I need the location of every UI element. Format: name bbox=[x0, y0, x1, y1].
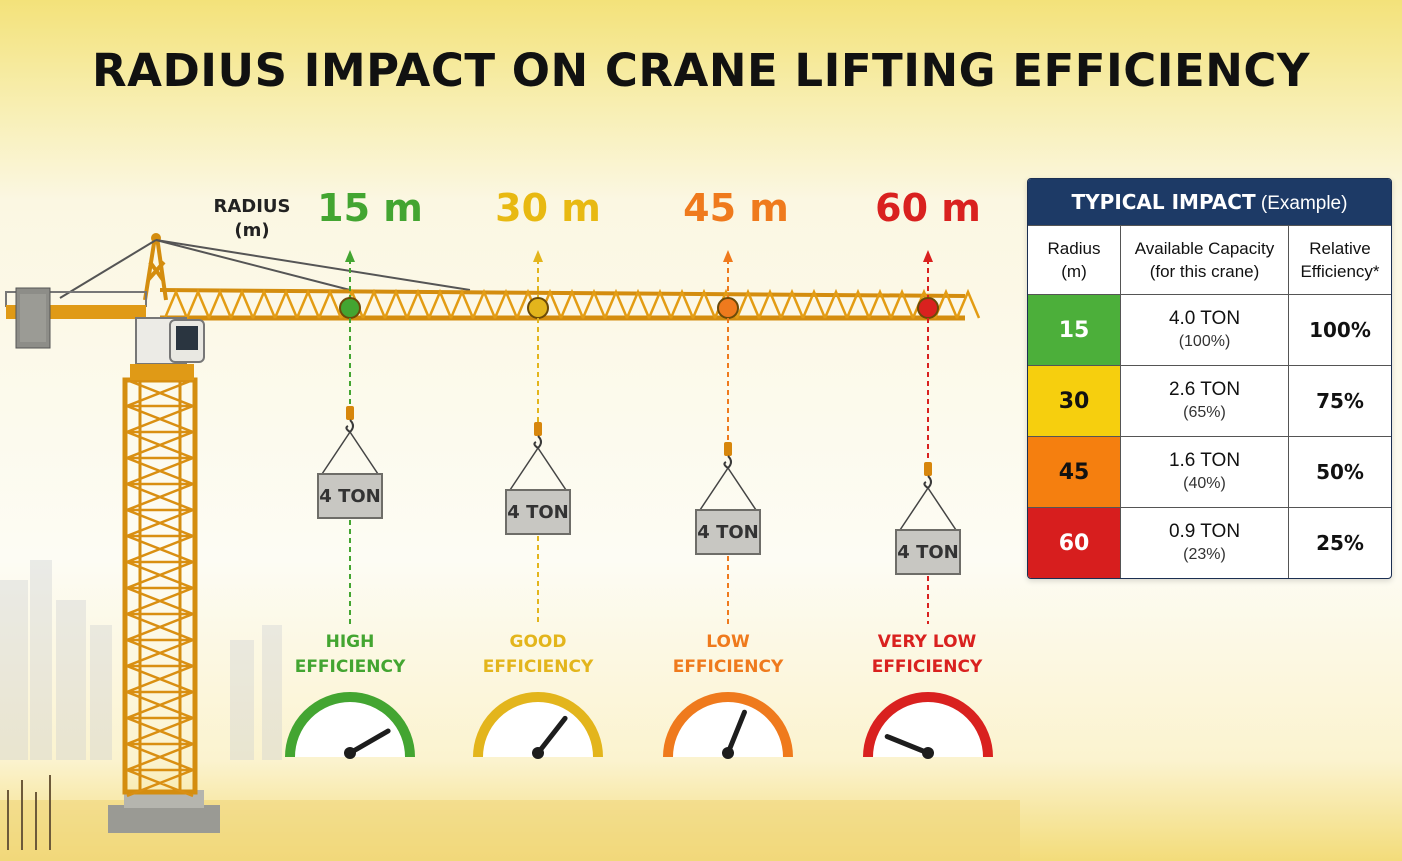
page-title: RADIUS IMPACT ON CRANE LIFTING EFFICIENC… bbox=[91, 44, 1311, 97]
capacity-cell: 0.9 TON (23%) bbox=[1120, 508, 1288, 578]
gauge-pivot bbox=[722, 747, 734, 759]
load-block bbox=[505, 489, 571, 535]
radius-label-60: 60 m bbox=[875, 186, 981, 230]
header-radius: Radius (m) bbox=[1047, 239, 1101, 281]
load-label-45: 4 TON bbox=[697, 522, 759, 543]
radius-label-30: 30 m bbox=[495, 186, 601, 230]
efficiency-gauge bbox=[285, 692, 415, 759]
arrow-head-icon bbox=[723, 250, 733, 262]
table-row: 30 2.6 TON (65%) 75% bbox=[1028, 365, 1391, 436]
table-title-bold: TYPICAL IMPACT bbox=[1071, 190, 1256, 214]
load-block bbox=[695, 509, 761, 555]
radius-cell: 30 bbox=[1028, 366, 1120, 436]
efficiency-cell: 50% bbox=[1288, 437, 1391, 507]
header-efficiency: Relative Efficiency* bbox=[1288, 226, 1391, 294]
efficiency-label-high: HIGH EFFICIENCY bbox=[294, 632, 406, 677]
efficiency-label-low: LOW EFFICIENCY bbox=[672, 632, 784, 677]
efficiency-label-good: GOOD EFFICIENCY bbox=[482, 632, 594, 677]
hook-icon bbox=[345, 419, 354, 434]
efficiency-cell: 100% bbox=[1288, 295, 1391, 365]
position-marker bbox=[895, 250, 961, 624]
capacity-cell: 4.0 TON (100%) bbox=[1120, 295, 1288, 365]
hook-block bbox=[724, 442, 732, 456]
city-skyline bbox=[0, 560, 282, 760]
efficiency-gauge bbox=[863, 692, 993, 759]
capacity-cell: 2.6 TON (65%) bbox=[1120, 366, 1288, 436]
operator-cab bbox=[130, 317, 205, 380]
table-row: 45 1.6 TON (40%) 50% bbox=[1028, 436, 1391, 507]
trolley-marker bbox=[717, 297, 739, 319]
load-label-60: 4 TON bbox=[897, 542, 959, 563]
table-row: 15 4.0 TON (100%) 100% bbox=[1028, 294, 1391, 365]
gauge-needle bbox=[535, 715, 568, 756]
trolley-marker bbox=[527, 297, 549, 319]
arrow-head-icon bbox=[923, 250, 933, 262]
load-label-30: 4 TON bbox=[507, 502, 569, 523]
position-marker bbox=[505, 250, 571, 624]
arrow-head-icon bbox=[345, 250, 355, 262]
crane-illustration bbox=[0, 233, 1020, 861]
radius-caption-line: RADIUS bbox=[213, 196, 291, 217]
rebar-posts bbox=[7, 775, 51, 850]
gauge-pivot bbox=[532, 747, 544, 759]
gauge-needle bbox=[725, 709, 747, 756]
hook-icon bbox=[923, 475, 932, 490]
main-jib bbox=[159, 288, 981, 321]
gauge-needle bbox=[884, 734, 931, 756]
efficiency-gauge bbox=[663, 692, 793, 759]
gauge-pivot bbox=[922, 747, 934, 759]
efficiency-cell: 75% bbox=[1288, 366, 1391, 436]
position-marker bbox=[317, 250, 383, 624]
efficiency-label-very-low: VERY LOW EFFICIENCY bbox=[871, 632, 983, 677]
typical-impact-table: TYPICAL IMPACT (Example) Radius (m) Avail… bbox=[1027, 178, 1392, 579]
radius-label-15: 15 m bbox=[317, 186, 423, 230]
table-row: 60 0.9 TON (23%) 25% bbox=[1028, 507, 1391, 578]
gauge-needle bbox=[347, 728, 391, 756]
capacity-cell: 1.6 TON (40%) bbox=[1120, 437, 1288, 507]
load-block bbox=[317, 473, 383, 519]
load-label-15: 4 TON bbox=[319, 486, 381, 507]
trolley-marker bbox=[339, 297, 361, 319]
radius-label-45: 45 m bbox=[683, 186, 789, 230]
gauge-pivot bbox=[344, 747, 356, 759]
radius-caption-unit: (m) bbox=[234, 220, 270, 241]
efficiency-cell: 25% bbox=[1288, 508, 1391, 578]
table-title: TYPICAL IMPACT (Example) bbox=[1028, 179, 1391, 225]
table-title-note: (Example) bbox=[1260, 193, 1348, 214]
arrow-head-icon bbox=[533, 250, 543, 262]
hook-block bbox=[346, 406, 354, 420]
pendant-lines bbox=[59, 239, 471, 299]
radius-cell: 15 bbox=[1028, 295, 1120, 365]
position-marker bbox=[695, 250, 761, 624]
header-capacity: Available Capacity (for this crane) bbox=[1120, 226, 1288, 294]
hook-icon bbox=[723, 455, 732, 470]
load-block bbox=[895, 529, 961, 575]
efficiency-gauge bbox=[473, 692, 603, 759]
radius-cell: 45 bbox=[1028, 437, 1120, 507]
crane-mast bbox=[122, 377, 198, 798]
counter-jib bbox=[5, 287, 147, 349]
trolley-marker bbox=[917, 297, 939, 319]
hook-block bbox=[534, 422, 542, 436]
crane-base bbox=[108, 805, 220, 833]
hook-icon bbox=[533, 435, 542, 450]
table-header-row: Radius (m) Available Capacity (for this cr… bbox=[1028, 225, 1391, 294]
radius-caption: RADIUS (m) bbox=[200, 195, 304, 243]
hook-block bbox=[924, 462, 932, 476]
radius-cell: 60 bbox=[1028, 508, 1120, 578]
